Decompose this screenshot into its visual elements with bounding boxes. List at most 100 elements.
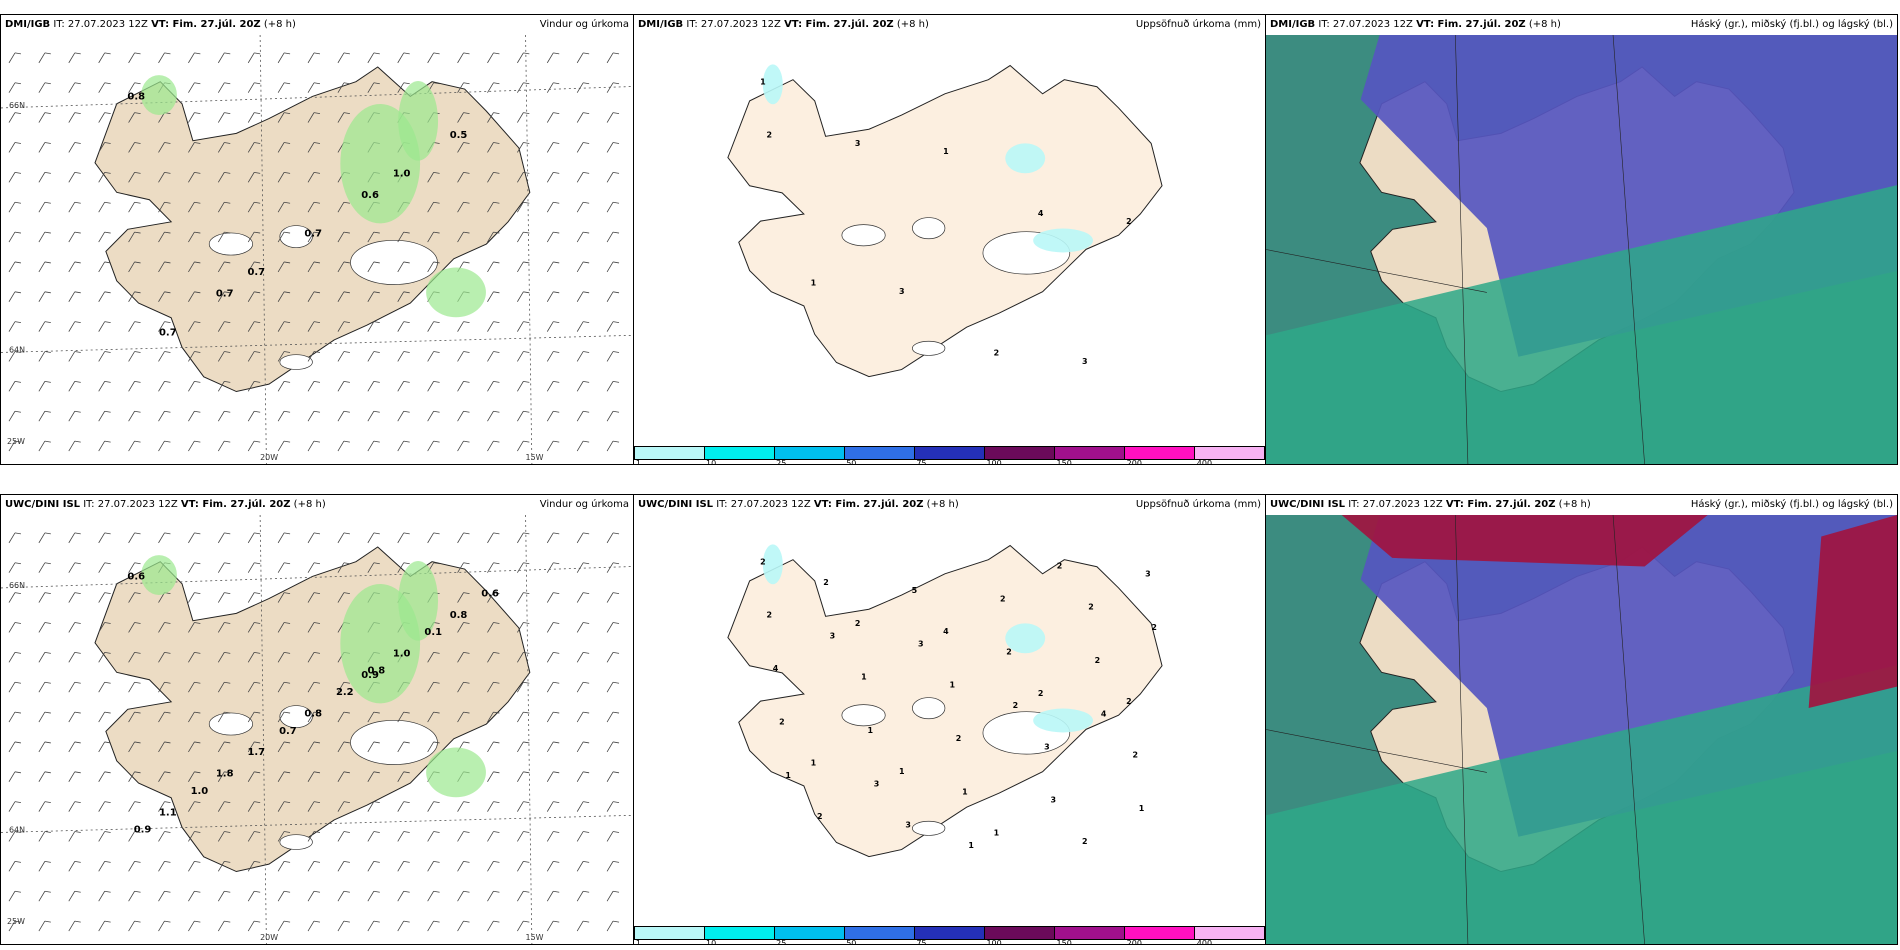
lead-time: (+8 h) (923, 499, 959, 510)
low-cloud-area (1266, 185, 1897, 464)
precip-value-label: 1.0 (393, 649, 411, 660)
model-source: UWC/DINI ISL (1270, 499, 1346, 510)
glacier (350, 719, 438, 765)
panel-header: UWC/DINI ISL IT: 27.07.2023 12Z VT: Fim.… (1, 495, 633, 515)
precip-value-label: 2 (1057, 561, 1063, 570)
colorbar-segment (705, 927, 775, 939)
precip-value-label: 2 (956, 734, 962, 743)
lead-time: (+8 h) (260, 19, 296, 30)
colorbar-tick: 400 (1196, 459, 1213, 465)
precip-value-label: 2 (1082, 837, 1088, 846)
colorbar-segment (915, 927, 985, 939)
precip-value-label: 2 (817, 812, 823, 821)
precip-value-label: 2 (779, 718, 785, 727)
precip-value-label: 2 (994, 349, 1000, 358)
precip-map[interactable]: 2 4 2 1 2 2 2 1 1 2 1 2 3 2 1 3 2 2 4 2 1 5 2 1 3 2 2 2 1 3 3 4 3 2 3 2 1 1 2 (634, 515, 1265, 926)
precip-value-label: 5 (912, 586, 918, 595)
colorbar-tick: 25 (776, 939, 787, 945)
colorbar-segment (845, 927, 915, 939)
precip-value-label: 0.8 (304, 709, 322, 720)
colorbar-tick: 100 (986, 459, 1002, 465)
precip-value-label: 4 (1101, 709, 1107, 718)
precip-colorbar: 1 10 25 50 75 100 150 200 400 (634, 926, 1265, 944)
iceland-land (727, 64, 1163, 378)
axis-label: 25W (7, 917, 25, 926)
glacier (350, 239, 438, 285)
precip-value-label: 0.7 (159, 327, 177, 338)
colorbar-tick: 75 (916, 939, 927, 945)
precip-value-label: 1 (811, 279, 817, 288)
wind-map[interactable]: 20W 15W 66N 64N 25W 0.6 0.9 1.8 0.8 0.8 1.1 1.0 1.7 0… (1, 515, 633, 944)
glacier (208, 232, 254, 256)
precip-value-label: 3 (874, 779, 880, 788)
colorbar-segment (1125, 927, 1195, 939)
valid-time: VT: Fim. 27.júl. 20Z (180, 499, 291, 510)
glacier (912, 217, 946, 240)
precip-value-label: 0.9 (361, 670, 379, 681)
precip-map[interactable]: 1 1 2 3 3 3 4 1 2 2 (634, 35, 1265, 446)
axis-label: 64N (9, 825, 25, 834)
precip-value-label: 1 (1139, 804, 1145, 813)
colorbar-segment (985, 927, 1055, 939)
glacier (841, 704, 886, 727)
precip-value-label: 1 (994, 829, 1000, 838)
model-source: UWC/DINI ISL (638, 499, 714, 510)
panel-header: UWC/DINI ISL IT: 27.07.2023 12Z VT: Fim.… (634, 495, 1265, 515)
panel-header: DMI/IGB IT: 27.07.2023 12Z VT: Fim. 27.j… (634, 15, 1265, 35)
panel-header: DMI/IGB IT: 27.07.2023 12Z VT: Fim. 27.j… (1266, 15, 1897, 35)
cloud-map[interactable] (1266, 35, 1897, 464)
precip-value-label: 3 (1050, 796, 1056, 805)
lead-time: (+8 h) (893, 19, 929, 30)
precip-value-label: 2 (1038, 689, 1044, 698)
colorbar-segment (845, 447, 915, 459)
colorbar-tick: 400 (1196, 939, 1213, 945)
colorbar-tick: 50 (846, 939, 857, 945)
colorbar-tick: 150 (1056, 939, 1072, 945)
precip-value-label: 0.6 (361, 190, 379, 201)
colorbar-tick: 75 (916, 459, 927, 465)
axis-label: 64N (9, 345, 25, 354)
precip-value-label: 1.8 (216, 769, 234, 780)
colorbar-tick: 10 (706, 939, 717, 945)
panel-dmi-cloud: DMI/IGB IT: 27.07.2023 12Z VT: Fim. 27.j… (1265, 14, 1898, 465)
panel-header: DMI/IGB IT: 27.07.2023 12Z VT: Fim. 27.j… (1, 15, 633, 35)
panel-title: Háský (gr.), miðský (fj.bl.) og lágský (… (1690, 499, 1893, 510)
precip-value-label: 4 (1038, 209, 1044, 218)
init-time: IT: 27.07.2023 12Z (80, 499, 181, 510)
panel-uwc-cloud: UWC/DINI ISL IT: 27.07.2023 12Z VT: Fim.… (1265, 494, 1898, 945)
precip-value-label: 0.7 (279, 726, 297, 737)
panel-title: Uppsöfnuð úrkoma (mm) (1135, 19, 1261, 30)
precip-value-label: 2 (1151, 623, 1157, 632)
precip-value-label: 1 (867, 726, 873, 735)
colorbar-tick: 200 (1126, 459, 1142, 465)
precip-value-label: 1.0 (393, 169, 411, 180)
precip-value-label: 2 (767, 611, 773, 620)
glacier (279, 834, 313, 850)
cloud-map[interactable] (1266, 515, 1897, 944)
glacier (841, 224, 886, 247)
wind-map[interactable]: 20W 15W 66N 64N 25W 0.8 0.6 0.7 0.5 0.7 0.7 1.0 0.7 (1, 35, 633, 464)
precip-value-label: 0.8 (368, 666, 386, 677)
colorbar-tick: 10 (706, 459, 717, 465)
panel-title: Vindur og úrkoma (539, 19, 629, 30)
precip-value-label: 3 (899, 287, 905, 296)
precip-value-label: 3 (1145, 570, 1151, 579)
panel-dmi-wind: DMI/IGB IT: 27.07.2023 12Z VT: Fim. 27.j… (0, 14, 634, 465)
colorbar-segment (705, 447, 775, 459)
panel-title: Uppsöfnuð úrkoma (mm) (1135, 499, 1261, 510)
axis-label: 66N (9, 581, 25, 590)
precip-value-label: 0.8 (127, 91, 145, 102)
precip-value-label: 0.7 (304, 229, 322, 240)
lead-time: (+8 h) (1555, 499, 1591, 510)
model-source: UWC/DINI ISL (5, 499, 81, 510)
precip-value-label: 2 (1126, 697, 1132, 706)
precip-value-label: 1 (950, 681, 956, 690)
lead-time: (+8 h) (1525, 19, 1561, 30)
precip-value-label: 2 (1006, 648, 1012, 657)
colorbar-tick: 200 (1126, 939, 1142, 945)
colorbar-tick: 150 (1056, 459, 1072, 465)
precip-value-label: 2 (1132, 750, 1138, 759)
precip-value-label: 1 (861, 672, 867, 681)
axis-label: 15W (526, 933, 544, 942)
precip-value-label: 1 (760, 77, 766, 86)
